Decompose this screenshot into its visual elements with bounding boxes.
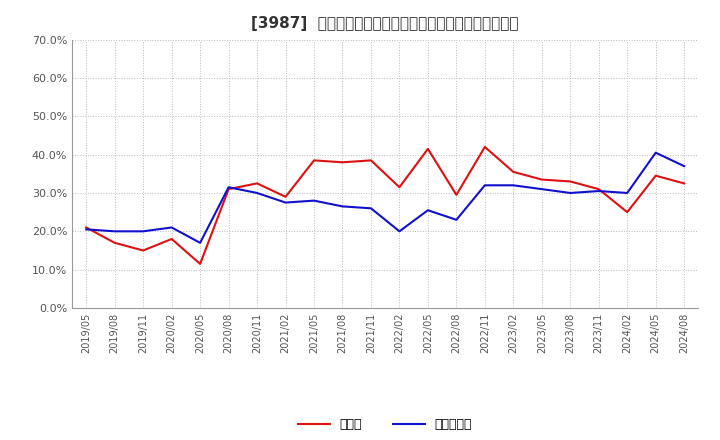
- 現頲金: [139, 248, 148, 253]
- 現頲金: [452, 192, 461, 198]
- Line: 現頲金: 現頲金: [86, 147, 684, 264]
- 有利子負債: [310, 198, 318, 203]
- 現頲金: [110, 240, 119, 246]
- Legend: 現頲金, 有利子負債: 現頲金, 有利子負債: [293, 413, 477, 436]
- 現頲金: [623, 209, 631, 215]
- 有利子負債: [110, 229, 119, 234]
- 有利子負債: [566, 191, 575, 196]
- 現頲金: [82, 225, 91, 230]
- 有利子負債: [652, 150, 660, 155]
- 有利子負債: [338, 204, 347, 209]
- 有利子負債: [595, 188, 603, 194]
- 現頲金: [196, 261, 204, 267]
- 現頲金: [566, 179, 575, 184]
- 現頲金: [423, 146, 432, 151]
- 有利子負債: [452, 217, 461, 223]
- 有利子負債: [139, 229, 148, 234]
- 有利子負債: [282, 200, 290, 205]
- 現頲金: [395, 185, 404, 190]
- 現頲金: [282, 194, 290, 199]
- 現頲金: [310, 158, 318, 163]
- 現頲金: [509, 169, 518, 175]
- 現頲金: [595, 187, 603, 192]
- 現頲金: [480, 144, 489, 150]
- Line: 有利子負債: 有利子負債: [86, 153, 684, 243]
- 有利子負債: [196, 240, 204, 246]
- 現頲金: [366, 158, 375, 163]
- 現頲金: [253, 181, 261, 186]
- 有利子負債: [537, 187, 546, 192]
- 有利子負債: [480, 183, 489, 188]
- 現頲金: [167, 236, 176, 242]
- 有利子負債: [253, 191, 261, 196]
- 現頲金: [680, 181, 688, 186]
- 現頲金: [652, 173, 660, 178]
- 有利子負債: [395, 229, 404, 234]
- Title: [3987]  現頲金、有利子負債の総資産に対する比率の推移: [3987] 現頲金、有利子負債の総資産に対する比率の推移: [251, 16, 519, 32]
- 有利子負債: [423, 208, 432, 213]
- 現頲金: [537, 177, 546, 182]
- 現頲金: [225, 187, 233, 192]
- 有利子負債: [680, 164, 688, 169]
- 有利子負債: [509, 183, 518, 188]
- 有利子負債: [82, 227, 91, 232]
- 有利子負債: [225, 185, 233, 190]
- 有利子負債: [167, 225, 176, 230]
- 有利子負債: [366, 205, 375, 211]
- 有利子負債: [623, 191, 631, 196]
- 現頲金: [338, 160, 347, 165]
